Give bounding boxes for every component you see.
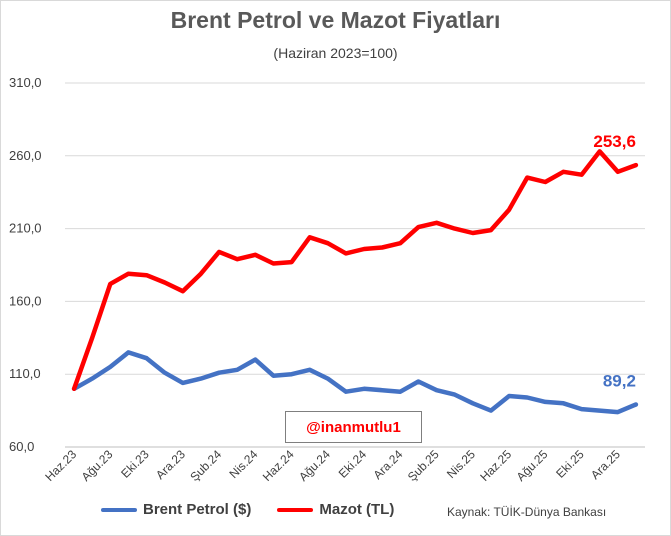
y-tick-label: 310,0 xyxy=(9,75,42,90)
x-tick-label: Ara.24 xyxy=(371,447,406,482)
legend-label-brent: Brent Petrol ($) xyxy=(143,501,252,518)
legend-item-brent: Brent Petrol ($) xyxy=(101,501,251,518)
x-tick-label: Eki.25 xyxy=(553,447,587,481)
y-tick-label: 60,0 xyxy=(9,439,34,454)
series-line-brent xyxy=(71,350,639,415)
series-line-mazot xyxy=(71,149,639,392)
x-tick-label: Ağu.25 xyxy=(514,447,551,484)
y-tick-label: 160,0 xyxy=(9,293,42,308)
x-tick-label: Ara.23 xyxy=(153,447,188,482)
x-tick-label: Ağu.24 xyxy=(296,447,333,484)
x-tick-label: Eki.23 xyxy=(118,447,152,481)
legend-item-mazot: Mazot (TL) xyxy=(277,501,394,518)
x-tick-label: Haz.23 xyxy=(42,447,79,484)
x-tick-label: Ara.25 xyxy=(588,447,623,482)
watermark-label: @inanmutlu1 xyxy=(285,411,422,443)
x-tick-label: Şub.25 xyxy=(405,447,442,484)
legend-label-mazot: Mazot (TL) xyxy=(319,501,395,518)
x-tick-label: Eki.24 xyxy=(336,447,370,481)
legend-swatch-brent xyxy=(101,507,137,512)
source-note: Kaynak: TÜİK-Dünya Bankası xyxy=(447,505,607,519)
x-tick-label: Ağu.23 xyxy=(79,447,116,484)
x-tick-label: Nis.25 xyxy=(444,447,478,481)
chart-subtitle: (Haziran 2023=100) xyxy=(273,45,398,61)
legend: Brent Petrol ($) Mazot (TL) xyxy=(101,501,420,518)
data-label-mazot-last: 253,6 xyxy=(593,132,636,151)
x-tick-label: Nis.24 xyxy=(226,447,260,481)
chart-title: Brent Petrol ve Mazot Fiyatları xyxy=(170,7,501,33)
legend-swatch-mazot xyxy=(277,507,314,512)
y-tick-label: 110,0 xyxy=(9,366,41,381)
x-tick-label: Haz.24 xyxy=(260,447,297,484)
data-label-brent-last: 89,2 xyxy=(603,371,636,390)
y-tick-label: 210,0 xyxy=(9,221,42,236)
x-tick-label: Haz.25 xyxy=(477,447,514,484)
x-tick-label: Şub.24 xyxy=(187,447,224,484)
y-tick-label: 260,0 xyxy=(9,148,42,163)
